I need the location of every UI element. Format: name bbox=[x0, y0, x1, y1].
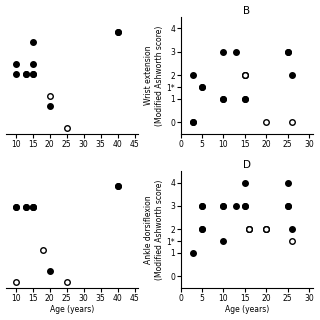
X-axis label: Age (years): Age (years) bbox=[225, 306, 269, 315]
Text: B: B bbox=[243, 5, 251, 15]
X-axis label: Age (years): Age (years) bbox=[50, 306, 94, 315]
Y-axis label: Wrist extension
(Modified Ashworth score): Wrist extension (Modified Ashworth score… bbox=[144, 25, 164, 125]
Text: D: D bbox=[243, 160, 251, 170]
Y-axis label: Ankle dorsiflexion
(Modified Ashworth score): Ankle dorsiflexion (Modified Ashworth sc… bbox=[144, 179, 164, 280]
